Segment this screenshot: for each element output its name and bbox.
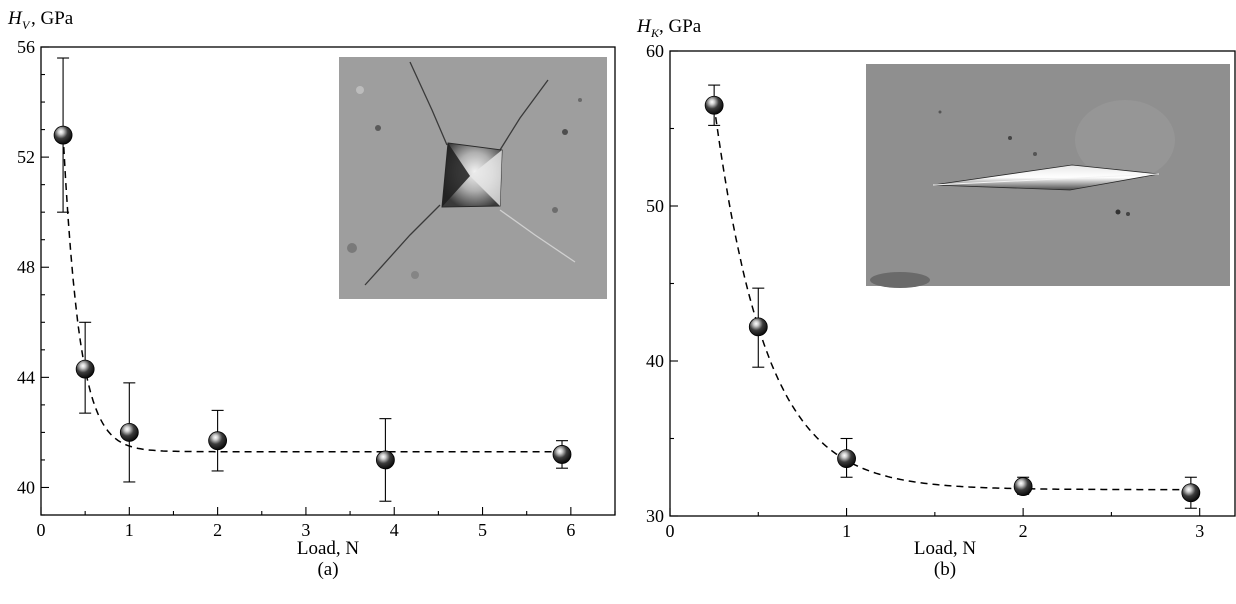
panel-a-ylabel-symbol: H	[7, 8, 23, 29]
data-point	[552, 445, 572, 464]
panel-a-data-points	[53, 125, 572, 470]
panel-a-plot-frame	[40, 46, 616, 516]
x-tick-label: 2	[1019, 521, 1028, 541]
x-tick-label: 0	[666, 521, 675, 541]
y-tick-label: 30	[646, 506, 664, 526]
panel-b-xlabel: Load, N	[914, 538, 977, 559]
panel-a-ylabel: H V , GPa	[7, 8, 74, 32]
data-point	[748, 317, 768, 337]
panel-b-label: (b)	[934, 559, 956, 580]
panel-a-fit-curve	[62, 135, 562, 453]
y-tick-label: 60	[646, 41, 664, 61]
x-tick-label: 4	[390, 520, 399, 540]
y-tick-label: 44	[17, 367, 35, 387]
data-point	[1013, 477, 1033, 496]
panel-b-axis-ticks	[669, 50, 1201, 517]
panel-a-ylabel-unit: , GPa	[31, 8, 74, 29]
y-tick-label: 56	[17, 37, 35, 57]
x-tick-label: 1	[125, 520, 134, 540]
y-tick-label: 48	[17, 257, 35, 277]
data-point	[53, 125, 73, 145]
y-tick-label: 40	[17, 477, 35, 497]
y-tick-label: 40	[646, 351, 664, 371]
panel-b: H K , GPa 0 1 2 3 30 40 50 60 Load, N (b)	[636, 16, 1236, 580]
y-tick-label: 50	[646, 196, 664, 216]
panel-b-inset-micrograph	[866, 64, 1230, 288]
x-tick-label: 2	[213, 520, 222, 540]
panel-a-label: (a)	[317, 559, 338, 580]
panel-b-data-points	[704, 95, 1201, 503]
x-tick-label: 0	[37, 520, 46, 540]
panel-b-ylabel-unit: , GPa	[659, 16, 702, 37]
panel-b-fit-curve	[713, 105, 1191, 491]
data-point	[75, 359, 95, 379]
panel-b-ylabel-subscript: K	[650, 26, 660, 40]
panel-b-tick-labels: 0 1 2 3 30 40 50 60	[646, 41, 1204, 541]
data-point	[119, 423, 139, 442]
panel-a-inset-micrograph	[339, 57, 607, 299]
panel-b-ylabel: H K , GPa	[636, 16, 702, 40]
x-tick-label: 3	[301, 520, 310, 540]
x-tick-label: 3	[1195, 521, 1204, 541]
panel-a-axis-ticks	[40, 46, 616, 516]
data-point	[375, 450, 395, 470]
data-point	[837, 449, 856, 469]
panel-a-xlabel: Load, N	[297, 538, 360, 559]
data-point	[704, 95, 724, 115]
data-point	[1181, 483, 1201, 503]
panel-b-ylabel-symbol: H	[636, 16, 652, 37]
data-point	[208, 431, 228, 451]
x-tick-label: 5	[478, 520, 487, 540]
x-tick-label: 6	[566, 520, 575, 540]
y-tick-label: 52	[17, 147, 35, 167]
panel-a-ylabel-subscript: V	[22, 18, 31, 32]
x-tick-label: 1	[842, 521, 851, 541]
